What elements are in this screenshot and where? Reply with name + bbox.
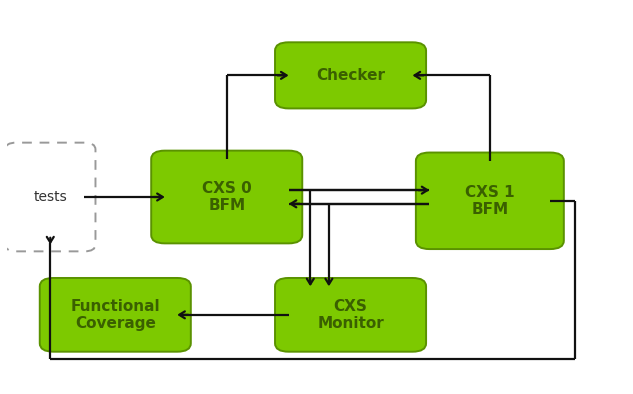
Text: CXS 1
BFM: CXS 1 BFM bbox=[465, 185, 515, 217]
Text: Checker: Checker bbox=[316, 68, 385, 83]
Text: CXS
Monitor: CXS Monitor bbox=[317, 299, 384, 331]
FancyBboxPatch shape bbox=[416, 152, 564, 249]
FancyBboxPatch shape bbox=[275, 42, 426, 108]
FancyBboxPatch shape bbox=[275, 278, 426, 352]
FancyBboxPatch shape bbox=[151, 151, 303, 243]
Text: Functional
Coverage: Functional Coverage bbox=[70, 299, 160, 331]
Text: CXS 0
BFM: CXS 0 BFM bbox=[202, 181, 251, 213]
FancyBboxPatch shape bbox=[40, 278, 191, 352]
Text: tests: tests bbox=[34, 190, 67, 204]
